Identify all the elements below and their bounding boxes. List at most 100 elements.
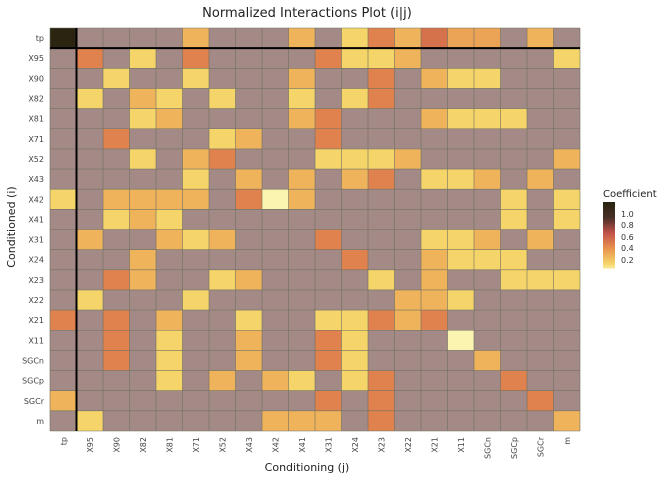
heatmap-cell-X22-X82 — [129, 289, 156, 311]
heatmap-cell-X82-tp — [50, 88, 77, 109]
heatmap-cell-SGCp-X21 — [421, 370, 448, 391]
heatmap-cell-X90-X71 — [182, 68, 209, 89]
heatmap-cell-X52-m — [553, 148, 580, 170]
heatmap-cell-X24-tp — [50, 249, 77, 270]
heatmap-cell-SGCn-m — [553, 350, 580, 371]
heatmap-cell-X52-X81 — [156, 148, 183, 170]
heatmap-cell-X90-X41 — [288, 68, 315, 89]
heatmap-cell-X42-tp — [50, 189, 77, 210]
heatmap-cell-X24-SGCn — [474, 249, 501, 270]
heatmap-cell-X23-X81 — [156, 269, 183, 290]
x-tick-label: SGCp — [510, 437, 519, 459]
heatmap-cell-SGCr-X71 — [182, 390, 209, 411]
heatmap-cell-X81-m — [553, 108, 580, 129]
heatmap-cell-X43-X11 — [447, 169, 474, 190]
y-tick-label: X11 — [28, 336, 44, 345]
heatmap-cell-X43-X52 — [209, 169, 236, 190]
heatmap-cell-tp-X90 — [103, 28, 130, 49]
heatmap-cell-X41-SGCr — [527, 209, 554, 230]
heatmap-cell-X11-SGCp — [500, 330, 527, 351]
heatmap-cell-X41-X81 — [156, 209, 183, 230]
legend-gradient-step — [603, 258, 615, 261]
heatmap-cell-X95-X23 — [368, 48, 395, 69]
legend-gradient-step — [603, 249, 615, 252]
heatmap-cell-X42-X82 — [129, 189, 156, 210]
heatmap-cell-X81-X43 — [235, 108, 262, 129]
y-tick-label: X82 — [28, 95, 44, 104]
heatmap-cell-X42-SGCn — [474, 189, 501, 210]
heatmap-cell-X23-X22 — [394, 269, 421, 290]
heatmap-cell-X42-X24 — [341, 189, 368, 210]
heatmap-cell-X71-X71 — [182, 128, 209, 149]
heatmap-cell-X22-X24 — [341, 289, 368, 311]
heatmap-cell-X31-X21 — [421, 229, 448, 250]
heatmap-cell-X82-X43 — [235, 88, 262, 109]
heatmap-cell-m-X42 — [262, 410, 289, 431]
heatmap-cell-X11-X11 — [447, 330, 474, 351]
heatmap-cell-X43-X95 — [76, 169, 103, 190]
heatmap-cell-X81-tp — [50, 108, 77, 129]
heatmap-cell-SGCr-X52 — [209, 390, 236, 411]
heatmap-cell-X31-X90 — [103, 229, 130, 250]
heatmap-cell-X22-X71 — [182, 289, 209, 311]
heatmap-cell-m-X31 — [315, 410, 342, 431]
heatmap-cell-X81-X71 — [182, 108, 209, 129]
heatmap-cell-SGCn-X31 — [315, 350, 342, 371]
heatmap-cell-SGCn-X95 — [76, 350, 103, 371]
heatmap-cell-tp-X21 — [421, 28, 448, 49]
heatmap-cell-X52-X22 — [394, 148, 421, 170]
heatmap-cell-X95-X42 — [262, 48, 289, 69]
heatmap-cell-X23-X95 — [76, 269, 103, 290]
x-tick-label: X22 — [404, 437, 413, 453]
heatmap-cell-X31-tp — [50, 229, 77, 250]
heatmap-cell-X71-X42 — [262, 128, 289, 149]
heatmap-cell-X41-X82 — [129, 209, 156, 230]
heatmap-cell-X82-X52 — [209, 88, 236, 109]
heatmap-cell-X52-X90 — [103, 148, 130, 170]
heatmap-cell-X41-X90 — [103, 209, 130, 230]
heatmap-cell-X41-X24 — [341, 209, 368, 230]
heatmap-cell-X23-X31 — [315, 269, 342, 290]
heatmap-cell-X43-m — [553, 169, 580, 190]
heatmap-cell-X41-SGCn — [474, 209, 501, 230]
heatmap-cell-X22-SGCn — [474, 289, 501, 311]
heatmap-cell-X43-X41 — [288, 169, 315, 190]
heatmap-cell-m-SGCp — [500, 410, 527, 431]
heatmap-cell-X81-SGCr — [527, 108, 554, 129]
heatmap-cell-X31-X31 — [315, 229, 342, 250]
legend-gradient-step — [603, 220, 615, 223]
heatmap-cell-X24-X23 — [368, 249, 395, 270]
heatmap-cell-X42-X95 — [76, 189, 103, 210]
heatmap-cell-m-X24 — [341, 410, 368, 431]
grid-lines — [49, 27, 581, 432]
heatmap-cell-SGCp-X82 — [129, 370, 156, 391]
heatmap-cell-X95-X41 — [288, 48, 315, 69]
heatmap-cells — [50, 28, 580, 431]
heatmap-cell-X42-X11 — [447, 189, 474, 210]
heatmap-cell-X11-X41 — [288, 330, 315, 351]
heatmap-cell-SGCp-X11 — [447, 370, 474, 391]
heatmap-cell-SGCr-X11 — [447, 390, 474, 411]
heatmap-cell-X95-m — [553, 48, 580, 69]
heatmap-cell-SGCn-tp — [50, 350, 77, 371]
heatmap-cell-m-X22 — [394, 410, 421, 431]
heatmap-cell-X41-X22 — [394, 209, 421, 230]
heatmap-cell-X31-X42 — [262, 229, 289, 250]
heatmap-cell-SGCp-m — [553, 370, 580, 391]
x-tick-label: X43 — [245, 437, 254, 453]
heatmap-cell-X24-X11 — [447, 249, 474, 270]
heatmap-cell-X24-X43 — [235, 249, 262, 270]
heatmap-cell-m-m — [553, 410, 580, 431]
legend-gradient-step — [603, 254, 615, 257]
heatmap-cell-SGCn-X42 — [262, 350, 289, 371]
heatmap-cell-X90-SGCr — [527, 68, 554, 89]
heatmap-cell-tp-X41 — [288, 28, 315, 49]
heatmap-cell-SGCn-X81 — [156, 350, 183, 371]
heatmap-cell-X23-X82 — [129, 269, 156, 290]
x-tick-label: X23 — [377, 437, 386, 453]
heatmap-cell-tp-X82 — [129, 28, 156, 49]
x-tick-label: SGCn — [483, 437, 492, 459]
heatmap-cell-X90-X43 — [235, 68, 262, 89]
heatmap-cell-X23-m — [553, 269, 580, 290]
legend-gradient-step — [603, 256, 615, 259]
